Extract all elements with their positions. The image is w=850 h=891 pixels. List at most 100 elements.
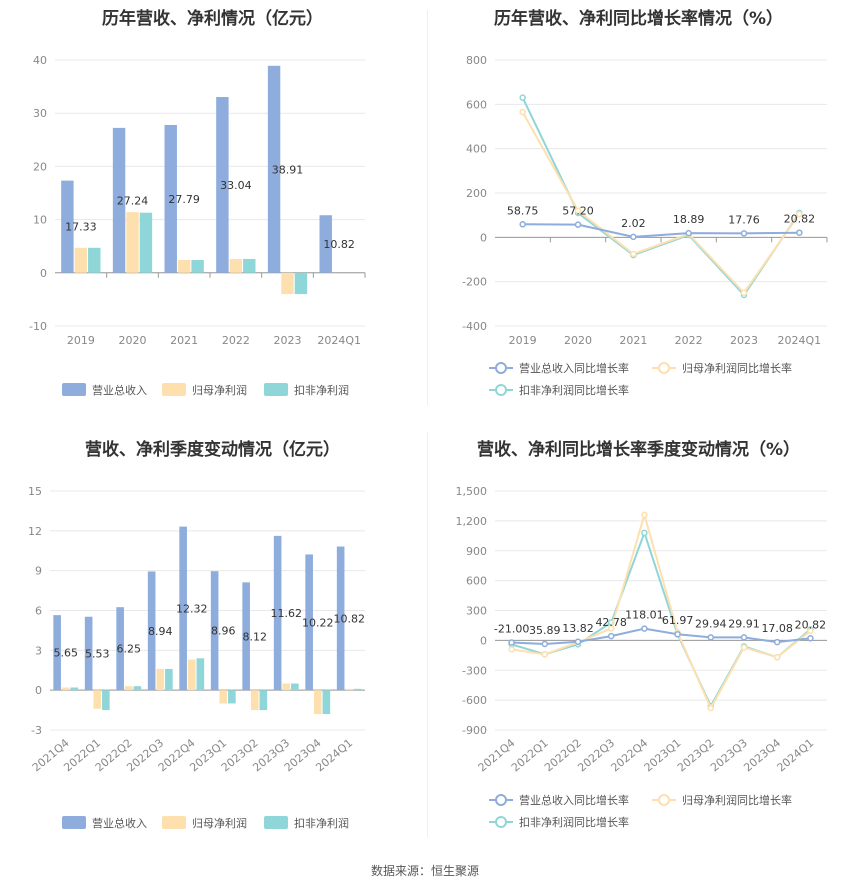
legend-swatch (264, 816, 288, 829)
bar-value-label: 5.53 (85, 647, 110, 660)
legend-swatch (495, 816, 507, 828)
x-tick-label: 2019 (509, 334, 537, 347)
series-line (521, 97, 801, 297)
legend-swatch (62, 383, 86, 396)
point (674, 630, 681, 638)
bar (243, 258, 256, 273)
bar-value-label: 17.33 (65, 221, 97, 234)
annual-bar-chart: 40 30 20 10 0 -10 2019 2020 2021 2022 2023 2024Q1 17… (29, 54, 366, 397)
bar (282, 683, 291, 691)
point (641, 625, 648, 632)
bar (291, 683, 299, 691)
x-tick-label: 2021 (619, 334, 647, 347)
series-line (522, 223, 800, 238)
bar (313, 690, 322, 715)
point (740, 230, 748, 237)
y-tick-label: 300 (466, 605, 487, 618)
y-tick-label: -300 (462, 664, 487, 677)
point (574, 221, 582, 228)
point (740, 634, 748, 641)
bar (345, 688, 354, 691)
point (519, 94, 526, 101)
bar-value-label: 8.12 (243, 630, 268, 643)
point (607, 632, 615, 640)
panel-quarterly-revenue-profit: 营收、净利季度变动情况（亿元） 15 12 9 6 3 0 -3 2021Q4 2022Q1 20… (0, 425, 425, 850)
bar (93, 690, 102, 709)
point (740, 289, 748, 296)
legend-swatch (658, 362, 670, 374)
bar (61, 180, 74, 273)
bar-value-label: 10.82 (334, 612, 366, 625)
bar (84, 616, 93, 691)
bar (126, 212, 139, 273)
bar (196, 658, 205, 691)
bar (259, 690, 268, 711)
point (796, 229, 803, 236)
bar (165, 668, 173, 691)
point (574, 638, 582, 646)
point (574, 207, 582, 214)
point-value-label: 20.82 (795, 618, 827, 631)
bar (228, 690, 236, 704)
y-tick-label: 600 (466, 98, 487, 111)
series-line (511, 627, 811, 645)
legend-swatch (162, 816, 186, 829)
bar (116, 607, 124, 691)
bar (267, 65, 281, 273)
y-tick-label: 6 (35, 605, 42, 618)
chart-title: 历年营收、净利同比增长率情况（%） (493, 9, 784, 29)
y-tick-label: 400 (466, 143, 487, 156)
y-tick-label: 800 (466, 54, 487, 67)
bar (74, 247, 88, 273)
legend-label: 营业总收入 (92, 383, 147, 397)
bar (70, 687, 79, 691)
y-tick-label: 10 (33, 214, 47, 227)
point (641, 511, 648, 519)
x-tick-label: 2020 (119, 334, 147, 347)
bar-value-label: 10.82 (323, 238, 355, 251)
point-value-label: 20.82 (784, 213, 816, 226)
bar (177, 260, 191, 273)
quarterly-growth-line-chart: 1,5001,2009006003000-300-600-9002021Q420… (456, 485, 827, 829)
legend-swatch (658, 794, 670, 806)
point (630, 250, 637, 258)
bar-value-label: 38.91 (272, 163, 304, 176)
x-tick-label: 2024Q1 (778, 334, 822, 347)
series-line (511, 511, 812, 711)
bar-value-label: 27.24 (117, 194, 149, 207)
point (508, 646, 515, 653)
point-value-label: 29.94 (695, 617, 727, 630)
x-tick-label: 2021 (170, 334, 198, 347)
series-line (521, 111, 801, 295)
annual-growth-line-chart: 800 600 400 200 0 -200 -400 2019 2020 2021 2022 202… (462, 54, 828, 397)
bar-value-label: 10.22 (302, 616, 334, 629)
bar (354, 688, 362, 691)
bar-value-label: 12.32 (176, 602, 208, 615)
point-value-label: 17.08 (761, 622, 793, 635)
bar (139, 212, 153, 273)
y-tick-label: 12 (28, 525, 42, 538)
legend-label: 归母净利润同比增长率 (682, 361, 792, 375)
chart-title: 营收、净利同比增长率季度变动情况（%） (476, 440, 801, 460)
panel-annual-revenue-profit: 历年营收、净利情况（亿元） 40 30 20 10 0 -10 2019 2020 2021 20… (0, 0, 425, 410)
y-tick-label: 1,500 (456, 485, 488, 498)
bar-value-label: 33.04 (220, 179, 252, 192)
point (807, 627, 814, 635)
point (685, 229, 692, 237)
legend-label: 归母净利润 (192, 816, 247, 830)
bar-value-label: 8.94 (148, 625, 173, 638)
point (740, 644, 748, 651)
legend-label: 扣非净利润同比增长率 (519, 815, 629, 829)
legend-label: 扣非净利润 (294, 383, 349, 397)
y-tick-label: 15 (28, 485, 42, 498)
bar-value-label: 5.65 (54, 647, 79, 660)
legend-label: 营业总收入同比增长率 (519, 361, 629, 375)
x-tick-label: 2019 (67, 334, 95, 347)
point (641, 529, 648, 537)
chart-title: 营收、净利季度变动情况（亿元） (85, 440, 340, 460)
point-value-label: 57.20 (562, 205, 594, 218)
point-value-label: 58.75 (507, 204, 539, 217)
y-tick-label: -200 (462, 276, 487, 289)
y-tick-label: -600 (462, 694, 487, 707)
bar (88, 247, 101, 273)
